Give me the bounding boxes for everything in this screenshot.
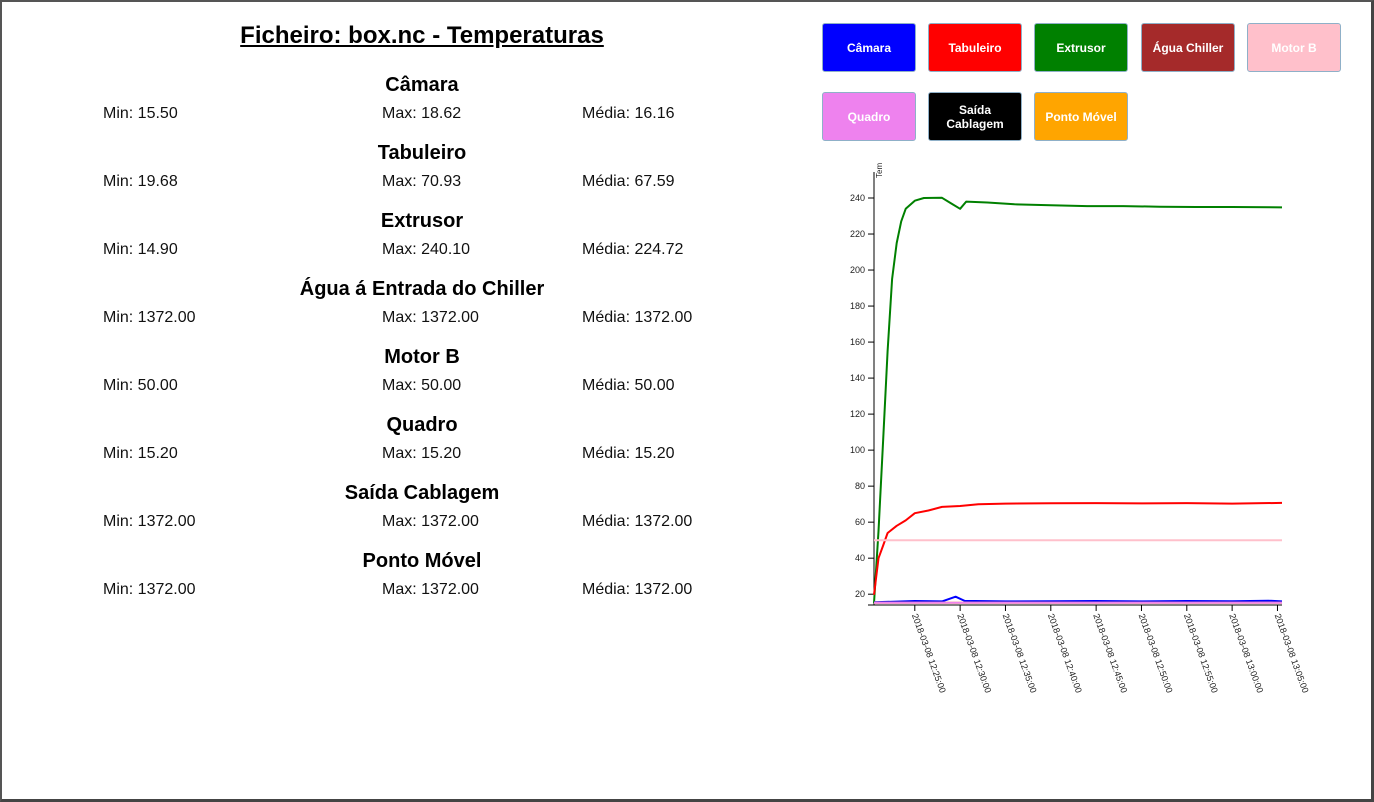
y-tick-label: 180 [850,301,865,311]
y-axis-label: Tem [875,163,884,178]
stat-min: Min: 15.20 [103,445,178,462]
stat-min: Min: 15.50 [103,105,178,122]
toggle-camara-button[interactable]: Câmara [822,23,916,72]
y-axis: 20 40 60 80 100 120 140 160 180 200 220 240 [850,172,875,605]
toggle-extrusor-button[interactable]: Extrusor [1034,23,1128,72]
stat-min: Min: 1372.00 [103,309,196,326]
toggle-saida-cablagem-button[interactable]: Saída Cablagem [928,92,1022,141]
stat-avg: Média: 67.59 [582,173,675,190]
toggle-motor-b-button[interactable]: Motor B [1247,23,1341,72]
stat-saida-cablagem: Saída Cablagem Min: 1372.00 Max: 1372.00… [0,480,800,548]
stat-max: Max: 1372.00 [382,513,479,530]
stat-avg: Média: 224.72 [582,241,684,258]
stat-avg: Média: 50.00 [582,377,675,394]
x-tick-label: 2018-03-08 12:45:00 [1091,612,1129,694]
stat-extrusor: Extrusor Min: 14.90 Max: 240.10 Média: 2… [0,208,800,276]
temperature-chart: 20 40 60 80 100 120 140 160 180 200 220 240 2018-03… [850,163,1310,695]
stat-min: Min: 1372.00 [103,513,196,530]
chart-series [873,196,1283,604]
toggle-ponto-movel-button[interactable]: Ponto Móvel [1034,92,1128,141]
stat-camara: Câmara Min: 15.50 Max: 18.62 Média: 16.1… [0,72,800,140]
y-tick-label: 240 [850,193,865,203]
y-tick-label: 220 [850,229,865,239]
stats-panel: Câmara Min: 15.50 Max: 18.62 Média: 16.1… [0,72,800,616]
series-line [873,501,1283,595]
stat-max: Max: 1372.00 [382,309,479,326]
stat-min: Min: 14.90 [103,241,178,258]
stat-heading: Câmara [385,74,459,96]
y-tick-label: 60 [855,517,865,527]
y-tick-label: 40 [855,553,865,563]
stat-max: Max: 50.00 [382,377,462,394]
x-tick-label: 2018-03-08 12:40:00 [1046,612,1084,694]
stat-min: Min: 19.68 [103,173,178,190]
y-tick-label: 80 [855,481,865,491]
stat-avg: Média: 1372.00 [582,513,693,530]
stat-quadro: Quadro Min: 15.20 Max: 15.20 Média: 15.2… [0,412,800,480]
stat-heading: Extrusor [380,210,464,232]
x-tick-label: 2018-03-08 12:55:00 [1182,612,1220,694]
toggle-tabuleiro-button[interactable]: Tabuleiro [928,23,1022,72]
toggle-agua-chiller-button[interactable]: Água Chiller [1141,23,1235,72]
y-tick-label: 100 [850,445,865,455]
stat-heading: Água á Entrada do Chiller [299,278,545,300]
x-axis: 2018-03-08 12:25:00 2018-03-08 12:30:00 20… [868,604,1310,694]
stat-max: Max: 1372.00 [382,581,479,598]
stat-min: Min: 1372.00 [103,581,196,598]
series-line [873,196,1283,604]
y-tick-label: 200 [850,265,865,275]
stat-max: Max: 70.93 [382,173,462,190]
x-tick-label: 2018-03-08 13:00:00 [1227,612,1265,694]
x-tick-label: 2018-03-08 13:05:00 [1273,612,1310,694]
page-title: Ficheiro: box.nc - Temperaturas [240,22,604,49]
stat-heading: Tabuleiro [377,142,467,164]
x-tick-label: 2018-03-08 12:35:00 [1001,612,1039,694]
stat-heading: Saída Cablagem [344,482,500,504]
stat-motor-b: Motor B Min: 50.00 Max: 50.00 Média: 50.… [0,344,800,412]
toggle-quadro-button[interactable]: Quadro [822,92,916,141]
stat-avg: Média: 15.20 [582,445,675,462]
stat-heading: Ponto Móvel [362,550,482,572]
series-line [873,595,1283,604]
y-tick-label: 140 [850,373,865,383]
x-tick-label: 2018-03-08 12:30:00 [955,612,993,694]
stat-max: Max: 15.20 [382,445,462,462]
stat-avg: Média: 1372.00 [582,581,693,598]
y-tick-label: 20 [855,589,865,599]
stat-max: Max: 18.62 [382,105,462,122]
stat-max: Max: 240.10 [382,241,471,258]
stat-heading: Quadro [386,414,458,436]
stat-tabuleiro: Tabuleiro Min: 19.68 Max: 70.93 Média: 6… [0,140,800,208]
y-tick-label: 160 [850,337,865,347]
stat-heading: Motor B [384,346,460,368]
stat-min: Min: 50.00 [103,377,178,394]
stat-avg: Média: 16.16 [582,105,675,122]
x-tick-label: 2018-03-08 12:50:00 [1137,612,1175,694]
stat-agua-chiller: Água á Entrada do Chiller Min: 1372.00 M… [0,276,800,344]
stat-ponto-movel: Ponto Móvel Min: 1372.00 Max: 1372.00 Mé… [0,548,800,616]
x-tick-label: 2018-03-08 12:25:00 [910,612,948,694]
stat-avg: Média: 1372.00 [582,309,693,326]
y-tick-label: 120 [850,409,865,419]
